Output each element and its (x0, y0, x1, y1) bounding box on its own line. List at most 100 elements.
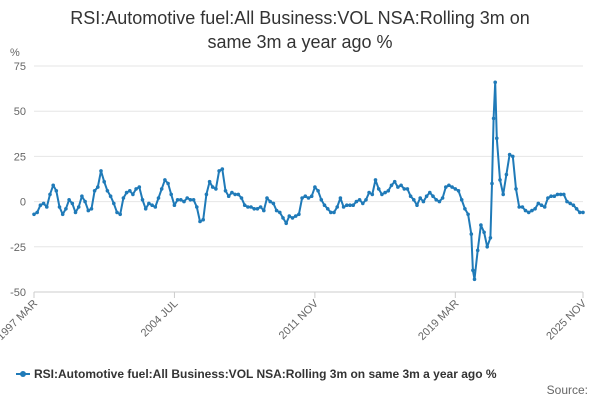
data-point[interactable] (38, 203, 43, 207)
data-point[interactable] (440, 196, 445, 200)
data-point[interactable] (278, 210, 282, 215)
data-point[interactable] (479, 223, 483, 227)
data-point[interactable] (530, 208, 534, 213)
data-point[interactable] (57, 205, 62, 209)
data-point[interactable] (92, 189, 97, 193)
data-point[interactable] (322, 203, 327, 207)
data-point[interactable] (48, 192, 52, 197)
data-point[interactable] (450, 185, 454, 189)
data-point[interactable] (191, 198, 196, 202)
data-point[interactable] (396, 185, 400, 189)
data-point[interactable] (182, 199, 186, 204)
data-point[interactable] (150, 203, 154, 207)
data-point[interactable] (424, 194, 429, 198)
data-point[interactable] (574, 207, 579, 211)
data-point[interactable] (444, 185, 448, 189)
data-point[interactable] (35, 210, 39, 215)
data-point[interactable] (459, 198, 464, 202)
data-point[interactable] (498, 178, 502, 182)
data-point[interactable] (332, 210, 336, 215)
data-point[interactable] (265, 196, 269, 200)
data-point[interactable] (188, 198, 193, 202)
data-point[interactable] (156, 196, 161, 200)
data-point[interactable] (536, 201, 541, 206)
data-point[interactable] (134, 187, 138, 191)
data-point[interactable] (357, 198, 362, 202)
data-point[interactable] (102, 179, 106, 184)
legend[interactable]: RSI:Automotive fuel:All Business:VOL NSA… (16, 367, 497, 381)
data-point[interactable] (549, 194, 553, 198)
data-point[interactable] (80, 194, 84, 198)
data-point[interactable] (210, 185, 215, 189)
data-point[interactable] (293, 214, 298, 218)
data-point[interactable] (408, 194, 413, 198)
data-point[interactable] (354, 199, 359, 204)
data-point[interactable] (179, 198, 183, 202)
data-point[interactable] (482, 230, 486, 235)
data-point[interactable] (453, 187, 458, 191)
data-point[interactable] (533, 207, 537, 211)
data-point[interactable] (392, 179, 397, 184)
data-point[interactable] (96, 185, 100, 189)
data-point[interactable] (175, 198, 180, 202)
data-point[interactable] (230, 190, 234, 195)
data-point[interactable] (217, 169, 221, 173)
data-point[interactable] (70, 201, 75, 206)
data-point[interactable] (431, 194, 435, 198)
data-point[interactable] (373, 178, 378, 182)
data-point[interactable] (284, 221, 289, 226)
data-point[interactable] (447, 183, 451, 188)
data-point[interactable] (555, 192, 560, 197)
data-point[interactable] (121, 196, 126, 200)
data-point[interactable] (316, 189, 320, 193)
data-point[interactable] (220, 167, 225, 171)
data-point[interactable] (76, 205, 81, 209)
data-point[interactable] (83, 199, 87, 204)
data-point[interactable] (281, 216, 285, 220)
data-point[interactable] (112, 201, 116, 206)
data-point[interactable] (131, 192, 135, 197)
data-point[interactable] (287, 214, 292, 218)
data-point[interactable] (335, 205, 340, 209)
data-point[interactable] (140, 198, 145, 202)
data-point[interactable] (581, 210, 585, 215)
data-point[interactable] (290, 216, 295, 220)
data-point[interactable] (236, 192, 241, 197)
data-point[interactable] (319, 198, 324, 202)
data-point[interactable] (303, 194, 308, 198)
data-point[interactable] (361, 201, 365, 206)
data-point[interactable] (348, 203, 352, 207)
data-point[interactable] (389, 183, 394, 188)
data-point[interactable] (233, 192, 237, 197)
data-point[interactable] (466, 212, 470, 217)
data-point[interactable] (105, 189, 110, 193)
data-point[interactable] (542, 205, 547, 209)
data-point[interactable] (166, 181, 170, 186)
data-point[interactable] (421, 199, 426, 204)
data-point[interactable] (89, 207, 94, 211)
data-point[interactable] (578, 210, 582, 215)
data-point[interactable] (386, 189, 391, 193)
data-point[interactable] (351, 203, 356, 207)
data-point[interactable] (54, 189, 59, 193)
data-point[interactable] (249, 205, 253, 209)
data-point[interactable] (520, 205, 525, 209)
data-point[interactable] (169, 192, 173, 197)
data-point[interactable] (172, 203, 177, 207)
data-point[interactable] (313, 185, 317, 189)
data-point[interactable] (383, 190, 387, 195)
data-point[interactable] (252, 207, 256, 211)
data-point[interactable] (412, 198, 416, 202)
data-point[interactable] (185, 196, 189, 200)
data-point[interactable] (118, 212, 122, 217)
data-point[interactable] (99, 169, 103, 173)
data-point[interactable] (507, 152, 512, 157)
data-point[interactable] (51, 183, 55, 188)
data-point[interactable] (41, 201, 46, 206)
data-point[interactable] (329, 210, 333, 215)
data-point[interactable] (415, 203, 419, 207)
data-point[interactable] (297, 212, 301, 217)
data-point[interactable] (370, 192, 375, 197)
data-point[interactable] (258, 205, 263, 209)
data-point[interactable] (376, 187, 381, 191)
